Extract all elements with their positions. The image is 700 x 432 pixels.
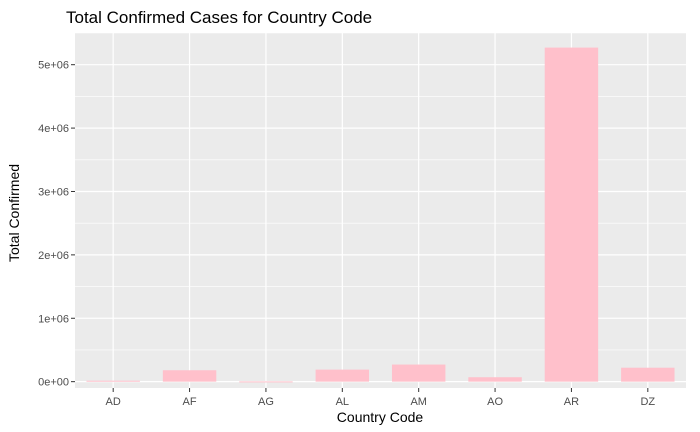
bar-al [315, 369, 370, 382]
y-tick-label: 0e+00 [38, 377, 69, 389]
bars [86, 47, 675, 383]
bar-ad [86, 380, 140, 382]
minor-gridlines [75, 32, 686, 351]
chart-title: Total Confirmed Cases for Country Code [66, 8, 372, 27]
y-tick-label: 4e+06 [38, 123, 69, 135]
x-tick-label: DZ [640, 396, 655, 408]
x-tick-label: AO [487, 396, 503, 408]
y-tick-label: 5e+06 [38, 60, 69, 72]
x-axis-ticks: AD AF AG AL AM AO AR DZ [106, 388, 655, 408]
x-axis-label: Country Code [337, 409, 424, 425]
x-tick-label: AR [564, 396, 579, 408]
bar-ag [239, 381, 293, 383]
bar-ao [468, 377, 522, 382]
x-tick-label: AF [183, 396, 197, 408]
x-tick-label: AG [258, 396, 274, 408]
bar-af [162, 370, 217, 382]
x-tick-label: AL [336, 396, 349, 408]
y-axis-label: Total Confirmed [6, 164, 22, 262]
x-tick-label: AD [106, 396, 121, 408]
bar-dz [621, 367, 675, 382]
bar-ar [544, 47, 599, 382]
y-tick-label: 1e+06 [38, 313, 69, 325]
x-tick-label: AM [410, 396, 427, 408]
y-tick-label: 2e+06 [38, 250, 69, 262]
y-tick-label: 3e+06 [38, 186, 69, 198]
bar-am [391, 364, 446, 382]
y-axis-ticks: 0e+00 1e+06 2e+06 3e+06 4e+06 5e+06 [38, 60, 75, 389]
